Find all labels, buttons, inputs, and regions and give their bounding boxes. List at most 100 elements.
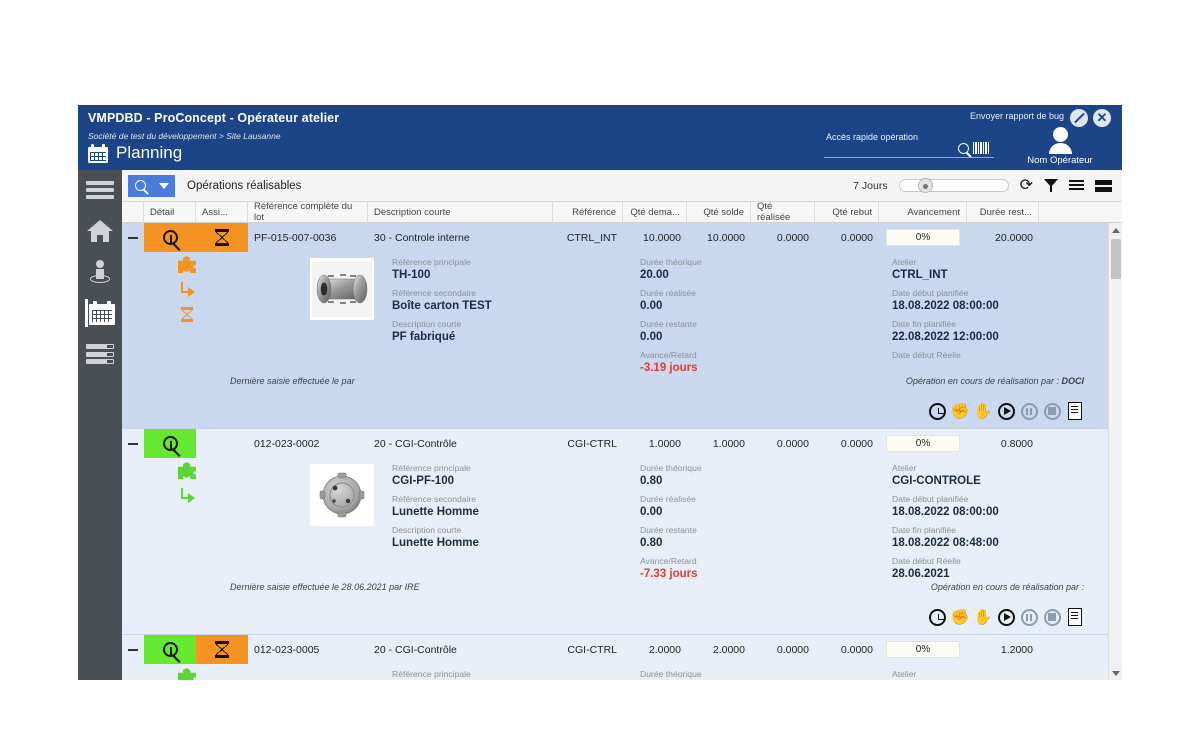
block-icon[interactable] (1070, 109, 1088, 127)
value-duree-realisee: 0.00 (640, 300, 663, 312)
send-bug-report-link[interactable]: Envoyer rapport de bug (969, 111, 1064, 121)
hand-grab-icon[interactable]: ✊ (950, 402, 970, 420)
table-row[interactable]: 012-023-0002 20 - CGI-Contrôle CGI-CTRL 1.0… (122, 429, 1108, 458)
label-atelier: Atelier (892, 257, 917, 267)
column-header[interactable]: Qté rebut (815, 202, 879, 223)
operation-card[interactable]: 012-023-0002 20 - CGI-Contrôle CGI-CTRL 1.0… (122, 429, 1108, 635)
column-header[interactable]: Description courte (368, 202, 553, 223)
detail-column-durations: Durée théorique 0.80 Durée réalisée 0.00 Dur… (640, 462, 702, 586)
column-header[interactable]: Durée rest... (967, 202, 1039, 223)
page-title-group: Planning (88, 143, 182, 163)
pause-icon[interactable] (1018, 400, 1040, 422)
puzzle-icon (178, 462, 196, 479)
operation-action-bar: ✊ ✋ (926, 400, 1086, 422)
scrollbar-thumb[interactable] (1111, 239, 1121, 279)
detail-button[interactable] (144, 635, 196, 664)
scroll-down-icon[interactable] (1109, 666, 1122, 680)
cell-qty-balance: 1.0000 (712, 437, 745, 450)
expand-toggle[interactable] (122, 635, 144, 664)
stop-icon[interactable] (1041, 606, 1063, 628)
clock-icon[interactable] (926, 400, 948, 422)
expand-toggle[interactable] (122, 223, 144, 252)
cell-qty-balance: 2.0000 (712, 643, 745, 656)
cell-qty-done: 0.0000 (776, 643, 809, 656)
table-row[interactable]: PF-015-007-0036 30 - Controle interne CTRL… (122, 223, 1108, 252)
split-view-icon[interactable] (1095, 179, 1112, 192)
assignment-status-cell[interactable] (196, 635, 248, 664)
operation-card[interactable]: PF-015-007-0036 30 - Controle interne CTRL… (122, 223, 1108, 429)
play-icon[interactable] (995, 606, 1017, 628)
document-icon[interactable] (1064, 400, 1086, 422)
quick-access-icons (958, 142, 990, 154)
sidebar-item-menu[interactable] (85, 176, 115, 204)
quick-access-input[interactable] (824, 157, 994, 158)
operation-detail-panel: Référence principale TH-100 Référence seco… (122, 252, 1108, 374)
value-date-debut-planifiee: 18.08.2022 08:00:00 (892, 506, 999, 518)
cell-remaining-duration: 20.0000 (995, 231, 1033, 244)
value-duree-restante: 0.80 (640, 537, 663, 549)
sidebar-item-planning[interactable] (85, 299, 115, 327)
assignment-status-cell[interactable] (196, 429, 248, 458)
assignment-status-cell[interactable] (196, 223, 248, 252)
label-duree-realisee: Durée réalisée (640, 288, 696, 298)
sidebar-item-home[interactable] (85, 217, 115, 245)
hamburger-icon (86, 181, 114, 199)
clock-icon[interactable] (926, 606, 948, 628)
expand-toggle[interactable] (122, 429, 144, 458)
puzzle-icon (178, 256, 196, 273)
user-name: Nom Opérateur (1027, 155, 1093, 166)
value-ref-secondaire: Boîte carton TEST (392, 300, 492, 312)
avatar-body-icon (1048, 143, 1072, 154)
search-icon[interactable] (958, 143, 969, 154)
detail-button[interactable] (144, 429, 196, 458)
play-icon[interactable] (995, 400, 1017, 422)
table-row[interactable]: 012-023-0005 20 - CGI-Contrôle CGI-CTRL 2.0… (122, 635, 1108, 664)
operation-card[interactable]: 012-023-0005 20 - CGI-Contrôle CGI-CTRL 2.0… (122, 635, 1108, 680)
days-range-slider[interactable] (898, 178, 1009, 193)
vertical-scrollbar[interactable] (1108, 223, 1122, 680)
slider-knob[interactable] (917, 178, 933, 193)
refresh-icon[interactable]: ⟳ (1019, 176, 1033, 194)
arrow-branch-icon (179, 282, 195, 298)
operation-detail-panel: Référence principale CGI-PF-100 Référence … (122, 458, 1108, 580)
column-header[interactable]: Référence complète du lot (248, 202, 368, 223)
value-date-fin-planifiee: 18.08.2022 08:48:00 (892, 537, 999, 549)
quick-access-group: Accès rapide opération (824, 132, 994, 158)
detail-column-article: Référence principale TH-100 Référence seco… (392, 256, 492, 349)
hand-open-icon[interactable]: ✋ (973, 608, 993, 626)
stop-icon[interactable] (1041, 400, 1063, 422)
scroll-up-icon[interactable] (1109, 223, 1122, 237)
filter-icon[interactable] (1044, 179, 1058, 192)
value-duree-theorique: 0.80 (640, 475, 663, 487)
barcode-icon[interactable] (973, 142, 990, 154)
document-icon[interactable] (1064, 606, 1086, 628)
cell-qty-demanded: 1.0000 (648, 437, 681, 450)
hourglass-icon (215, 641, 229, 658)
magnifier-icon (162, 642, 178, 657)
column-header[interactable] (122, 202, 144, 223)
column-header[interactable]: Détail (144, 202, 196, 223)
pause-icon[interactable] (1018, 606, 1040, 628)
column-header[interactable]: Qté réalisée (751, 202, 815, 223)
hand-grab-icon[interactable]: ✊ (950, 608, 970, 626)
list-icon (86, 344, 114, 364)
magnifier-icon (162, 436, 178, 451)
hand-open-icon[interactable]: ✋ (973, 402, 993, 420)
label-avance-retard: Avance/Retard (640, 350, 697, 360)
column-header[interactable]: Référence (553, 202, 623, 223)
column-header[interactable]: Qté dema... (623, 202, 687, 223)
column-header[interactable]: Qté solde (687, 202, 751, 223)
sidebar-item-operator[interactable] (85, 258, 115, 286)
column-header[interactable]: Avancement (879, 202, 967, 223)
detail-button[interactable] (144, 223, 196, 252)
article-thumbnail[interactable] (310, 258, 374, 320)
list-view-icon[interactable] (1069, 179, 1084, 192)
search-dropdown-button[interactable] (128, 174, 175, 197)
user-block[interactable]: Nom Opérateur (1004, 127, 1116, 166)
label-ref-principale: Référence principale (392, 463, 471, 473)
label-ref-secondaire: Référence secondaire (392, 288, 477, 298)
sidebar-item-list[interactable] (85, 340, 115, 368)
close-icon[interactable]: ✕ (1093, 109, 1111, 127)
article-thumbnail[interactable] (310, 464, 374, 526)
column-header[interactable]: Assi... (196, 202, 248, 223)
